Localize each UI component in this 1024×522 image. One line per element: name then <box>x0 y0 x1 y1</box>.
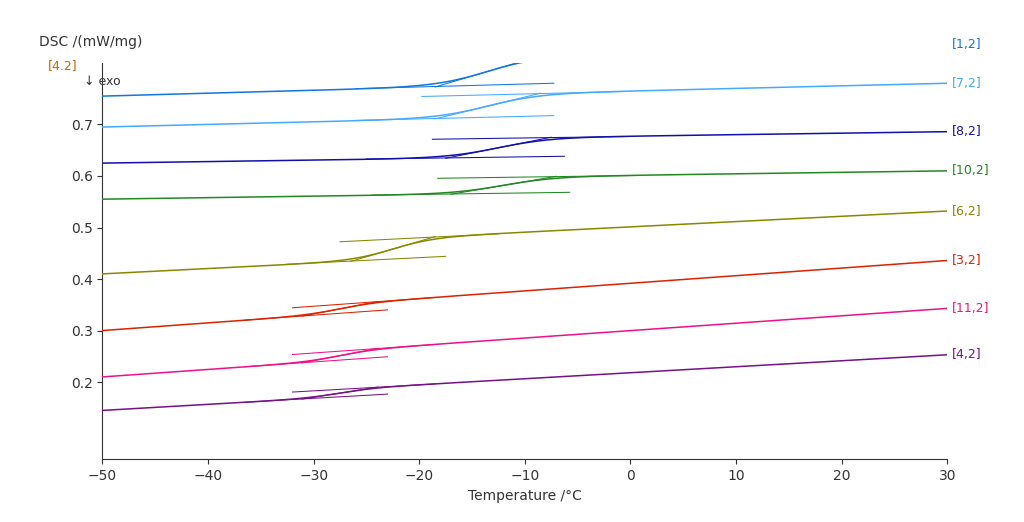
Text: [8,2]: [8,2] <box>951 125 981 138</box>
Text: [1,2]: [1,2] <box>951 38 981 51</box>
Text: [4,2]: [4,2] <box>951 348 981 361</box>
Text: [11,2]: [11,2] <box>951 302 989 315</box>
Text: [10,2]: [10,2] <box>951 164 989 177</box>
X-axis label: Temperature /°C: Temperature /°C <box>468 489 582 503</box>
Text: [7,2]: [7,2] <box>951 77 981 90</box>
Text: [4.2]: [4.2] <box>47 58 77 72</box>
Text: DSC /(mW/mg): DSC /(mW/mg) <box>39 35 142 49</box>
Text: [6,2]: [6,2] <box>951 205 981 218</box>
Text: [3,2]: [3,2] <box>951 254 981 267</box>
Text: ↓ exo: ↓ exo <box>84 75 121 88</box>
